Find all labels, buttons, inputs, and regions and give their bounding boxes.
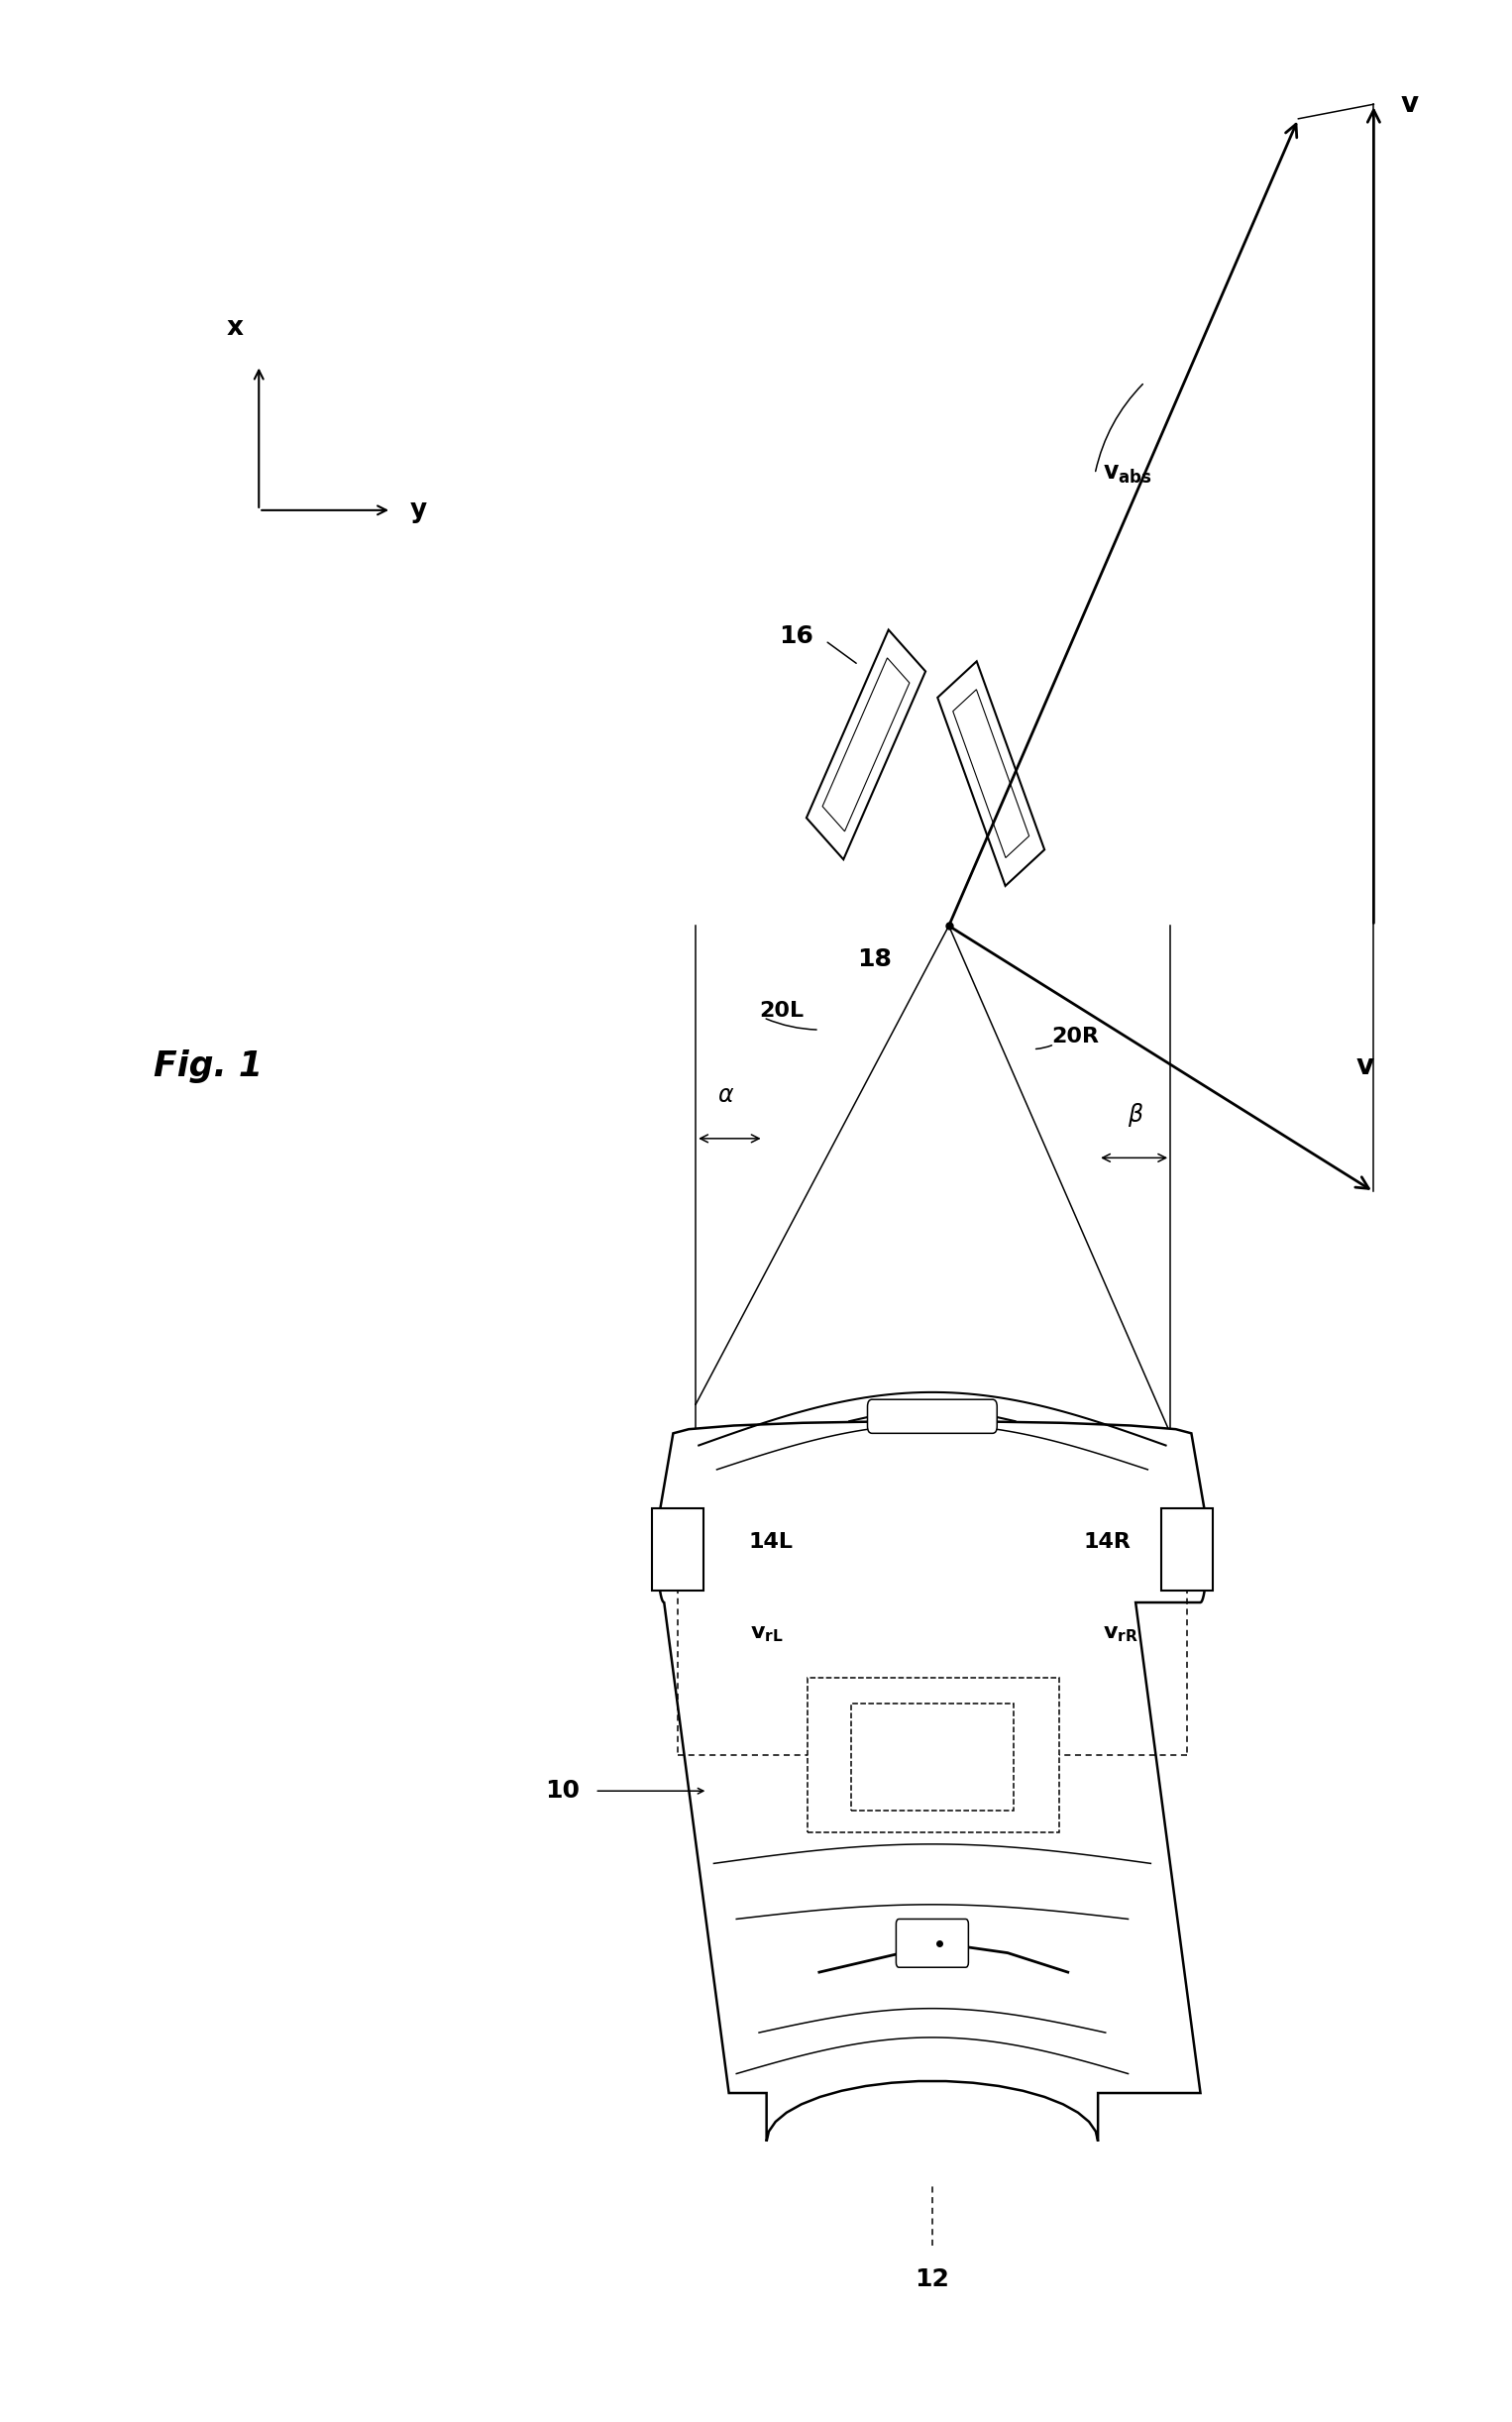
Text: 10: 10 <box>544 1780 579 1802</box>
Text: 20L: 20L <box>759 1000 804 1020</box>
Polygon shape <box>806 630 925 860</box>
Text: 18: 18 <box>857 947 892 971</box>
Text: 14L: 14L <box>748 1533 794 1553</box>
Text: 20R: 20R <box>1051 1027 1099 1046</box>
FancyBboxPatch shape <box>1161 1509 1213 1591</box>
Text: $\mathbf{v_{abs}}$: $\mathbf{v_{abs}}$ <box>1102 463 1152 487</box>
Polygon shape <box>937 661 1045 886</box>
Text: 14R: 14R <box>1084 1533 1131 1553</box>
Text: $\beta$: $\beta$ <box>1128 1100 1143 1129</box>
FancyBboxPatch shape <box>807 1678 1058 1831</box>
FancyBboxPatch shape <box>897 1918 968 1967</box>
Text: y: y <box>410 497 426 523</box>
FancyBboxPatch shape <box>868 1400 996 1434</box>
Text: x: x <box>227 315 243 342</box>
Text: 12: 12 <box>915 2267 950 2291</box>
Text: v: v <box>1356 1051 1373 1080</box>
Text: Fig. 1: Fig. 1 <box>153 1049 263 1083</box>
Text: 16: 16 <box>779 625 813 647</box>
Polygon shape <box>656 1422 1208 2141</box>
FancyBboxPatch shape <box>851 1705 1013 1809</box>
Text: $\alpha$: $\alpha$ <box>717 1083 735 1107</box>
Text: $\mathbf{v_{rL}}$: $\mathbf{v_{rL}}$ <box>750 1625 783 1645</box>
Text: $\mathbf{v_{rR}}$: $\mathbf{v_{rR}}$ <box>1102 1625 1139 1645</box>
FancyBboxPatch shape <box>652 1509 703 1591</box>
Text: v: v <box>1400 90 1418 119</box>
